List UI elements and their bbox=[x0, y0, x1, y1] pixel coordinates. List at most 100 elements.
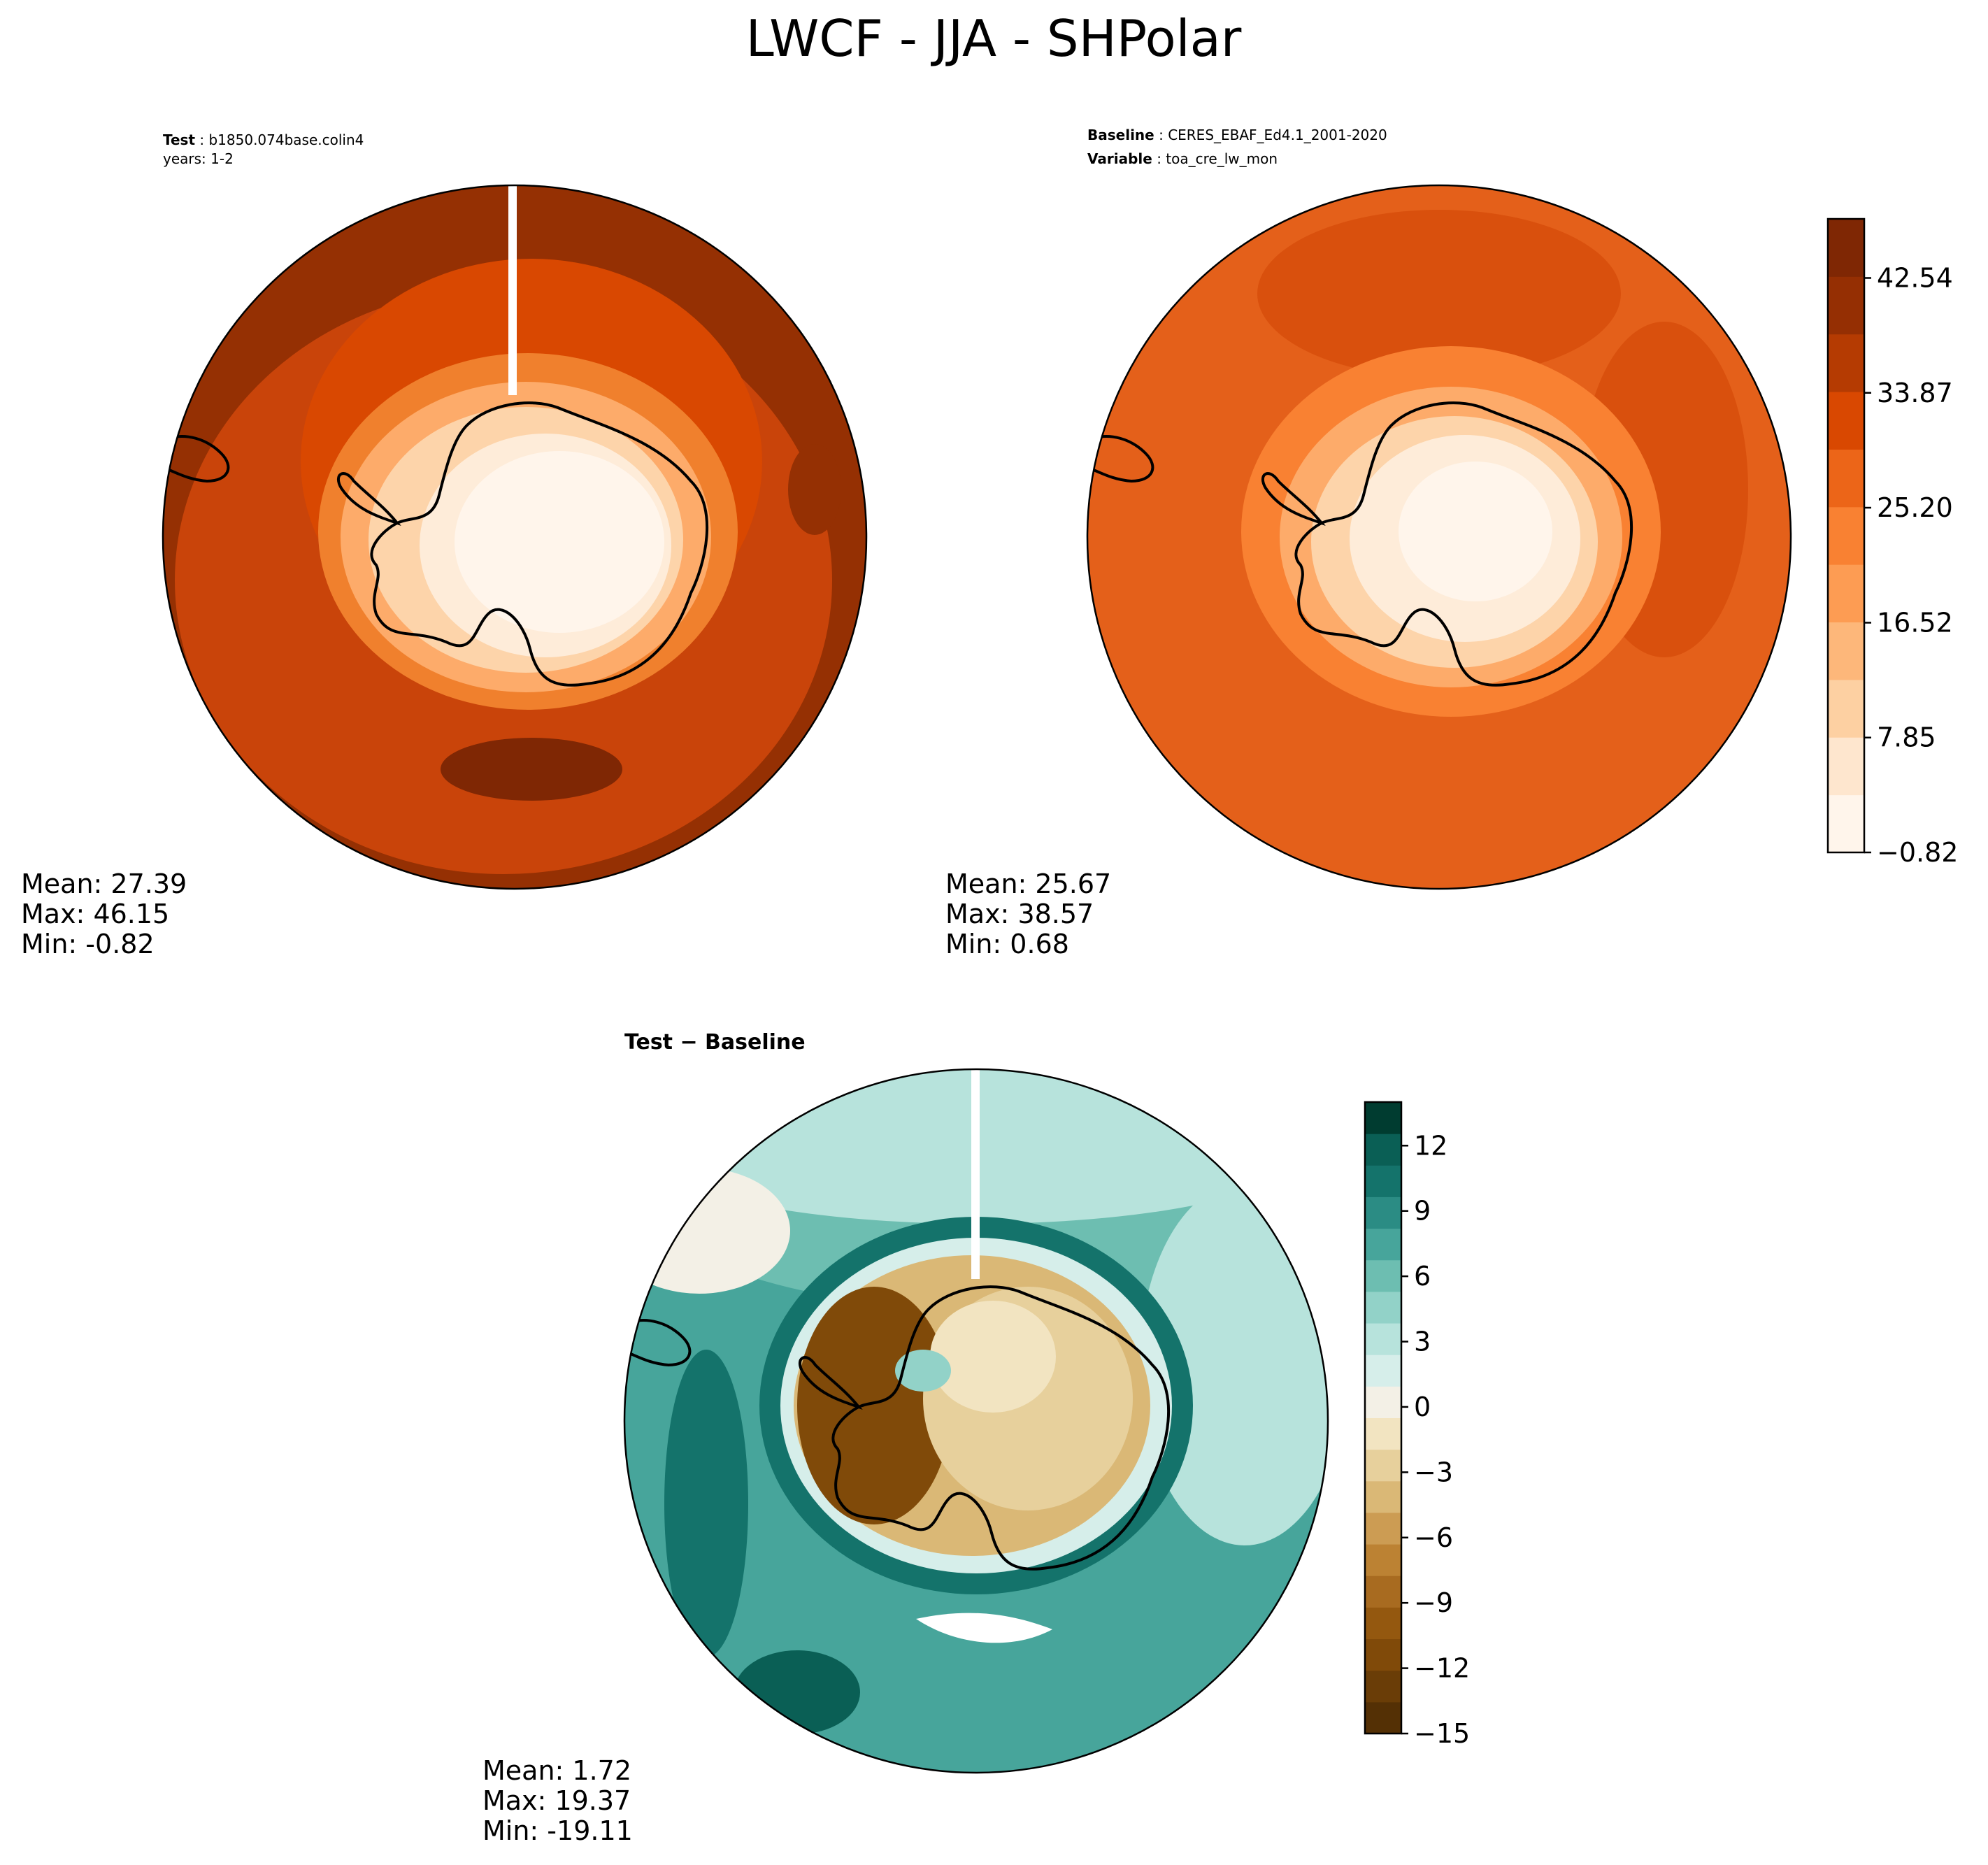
baseline-sep: : bbox=[1154, 127, 1168, 143]
variable-label: Variable bbox=[1087, 150, 1152, 167]
colorbar-diff-segment bbox=[1365, 1480, 1401, 1513]
diff-field-layer bbox=[664, 1350, 748, 1657]
baseline-map-boundary bbox=[1086, 184, 1792, 890]
test-map-boundary bbox=[162, 184, 868, 890]
colorbar-main-segment bbox=[1828, 219, 1864, 277]
baseline-header-line2: Variable : toa_cre_lw_mon bbox=[1087, 150, 1278, 167]
colorbar-diff-frame bbox=[1364, 1101, 1403, 1735]
test-panel: Test : b1850.074base.colin4 years: 1-2 M… bbox=[21, 131, 868, 959]
colorbar-diff-segment bbox=[1365, 1165, 1401, 1197]
test-mean: Mean: 27.39 bbox=[21, 869, 187, 899]
test-sep: : bbox=[195, 131, 208, 148]
colorbar-main-ticks: −0.82 7.85 16.52 25.20 33.87 42.54 bbox=[1864, 262, 1958, 868]
colorbar-diff-segment bbox=[1365, 1102, 1401, 1134]
colorbar-diff-segment bbox=[1365, 1291, 1401, 1324]
diff-field-layer bbox=[797, 1287, 951, 1524]
colorbar-diff-tick-label: −6 bbox=[1414, 1522, 1453, 1553]
colorbar-main-tick-label: 33.87 bbox=[1877, 378, 1953, 408]
test-map bbox=[163, 185, 866, 889]
diff-field-layer bbox=[895, 1350, 951, 1392]
diff-missing-patch bbox=[916, 1613, 1052, 1643]
colorbar-diff-segment bbox=[1365, 1134, 1401, 1166]
figure-title: LWCF - JJA - SHPolar bbox=[746, 9, 1242, 68]
colorbar-diff-tick-label: 12 bbox=[1414, 1130, 1447, 1161]
test-field-layer bbox=[441, 738, 622, 801]
colorbar-diff-segment bbox=[1365, 1449, 1401, 1482]
colorbar-main: −0.82 7.85 16.52 25.20 33.87 42.54 bbox=[1826, 217, 1958, 868]
baseline-mean: Mean: 25.67 bbox=[945, 869, 1111, 899]
test-label: Test bbox=[163, 131, 195, 148]
colorbar-diff-tick-label: −15 bbox=[1414, 1718, 1470, 1749]
colorbar-diff-segment bbox=[1365, 1355, 1401, 1387]
colorbar-diff-segment bbox=[1365, 1607, 1401, 1640]
baseline-field-layer bbox=[1257, 210, 1621, 378]
diff-map-boundary bbox=[623, 1068, 1329, 1774]
colorbar-main-tick-label: 7.85 bbox=[1877, 722, 1936, 753]
colorbar-diff-ticks: −15 −12 −9 −6 −3 0 3 6 9 12 bbox=[1401, 1130, 1470, 1749]
test-case-name: b1850.074base.colin4 bbox=[208, 131, 364, 148]
colorbar-main-tick-label: 16.52 bbox=[1877, 607, 1953, 638]
colorbar-main-segment bbox=[1828, 679, 1864, 738]
colorbar-diff-tick-label: −3 bbox=[1414, 1457, 1453, 1487]
diff-mean: Mean: 1.72 bbox=[482, 1755, 631, 1786]
diff-field-layer bbox=[930, 1301, 1056, 1413]
colorbar-diff-segment bbox=[1365, 1544, 1401, 1576]
diff-max: Max: 19.37 bbox=[482, 1785, 631, 1816]
colorbar-main-segments bbox=[1828, 219, 1864, 853]
test-max: Max: 46.15 bbox=[21, 899, 169, 929]
colorbar-diff-tick-label: 0 bbox=[1414, 1392, 1431, 1422]
colorbar-diff-segment bbox=[1365, 1701, 1401, 1734]
colorbar-diff-segment bbox=[1365, 1323, 1401, 1355]
diff-panel: Test − Baseline Mean: 1.72 Max: 19.37 Mi… bbox=[482, 1030, 1329, 1846]
colorbar-diff-segment bbox=[1365, 1575, 1401, 1608]
baseline-panel: Baseline : CERES_EBAF_Ed4.1_2001-2020 Va… bbox=[945, 127, 1792, 959]
colorbar-main-tick-label: −0.82 bbox=[1877, 837, 1958, 868]
diff-missing-strip bbox=[971, 1069, 980, 1279]
colorbar-diff-tick-label: −12 bbox=[1414, 1653, 1470, 1684]
baseline-min: Min: 0.68 bbox=[945, 929, 1069, 959]
baseline-max: Max: 38.57 bbox=[945, 899, 1094, 929]
diff-field-layer bbox=[624, 1168, 790, 1294]
colorbar-diff-segment bbox=[1365, 1228, 1401, 1261]
colorbar-main-segment bbox=[1828, 392, 1864, 450]
test-missing-strip bbox=[508, 185, 517, 395]
colorbar-main-segment bbox=[1828, 622, 1864, 680]
colorbar-diff-segment bbox=[1365, 1259, 1401, 1292]
colorbar-main-frame bbox=[1826, 217, 1866, 854]
colorbar-main-segment bbox=[1828, 737, 1864, 796]
variable-sep: : bbox=[1152, 150, 1166, 167]
colorbar-diff-segments bbox=[1365, 1102, 1401, 1734]
colorbar-diff-tick-label: −9 bbox=[1414, 1587, 1453, 1618]
colorbar-main-segment bbox=[1828, 506, 1864, 565]
test-field-layer bbox=[455, 451, 664, 633]
colorbar-main-segment bbox=[1828, 794, 1864, 853]
test-field-layer bbox=[788, 444, 841, 535]
variable-name: toa_cre_lw_mon bbox=[1166, 150, 1278, 167]
colorbar-main-segment bbox=[1828, 564, 1864, 623]
colorbar-diff-segment bbox=[1365, 1196, 1401, 1229]
colorbar-diff-segment bbox=[1365, 1670, 1401, 1703]
colorbar-main-segment bbox=[1828, 334, 1864, 392]
colorbar-diff: −15 −12 −9 −6 −3 0 3 6 9 12 bbox=[1364, 1101, 1470, 1749]
baseline-map bbox=[1087, 185, 1791, 889]
colorbar-main-tick-label: 25.20 bbox=[1877, 492, 1953, 523]
colorbar-main-segment bbox=[1828, 449, 1864, 508]
diff-min: Min: -19.11 bbox=[482, 1815, 633, 1846]
test-min: Min: -0.82 bbox=[21, 929, 155, 959]
baseline-label: Baseline bbox=[1087, 127, 1154, 143]
baseline-header-line1: Baseline : CERES_EBAF_Ed4.1_2001-2020 bbox=[1087, 127, 1387, 143]
colorbar-diff-tick-label: 6 bbox=[1414, 1261, 1431, 1292]
colorbar-main-tick-label: 42.54 bbox=[1877, 262, 1953, 293]
diff-title: Test − Baseline bbox=[624, 1030, 806, 1055]
test-years: years: 1-2 bbox=[163, 150, 234, 167]
colorbar-diff-segment bbox=[1365, 1638, 1401, 1671]
baseline-name: CERES_EBAF_Ed4.1_2001-2020 bbox=[1168, 127, 1387, 143]
colorbar-diff-tick-label: 9 bbox=[1414, 1196, 1431, 1227]
colorbar-diff-tick-label: 3 bbox=[1414, 1327, 1431, 1357]
colorbar-main-segment bbox=[1828, 276, 1864, 335]
colorbar-diff-segment bbox=[1365, 1386, 1401, 1418]
baseline-field-layer bbox=[1399, 462, 1552, 601]
diff-map bbox=[624, 1069, 1328, 1773]
colorbar-diff-segment bbox=[1365, 1512, 1401, 1545]
